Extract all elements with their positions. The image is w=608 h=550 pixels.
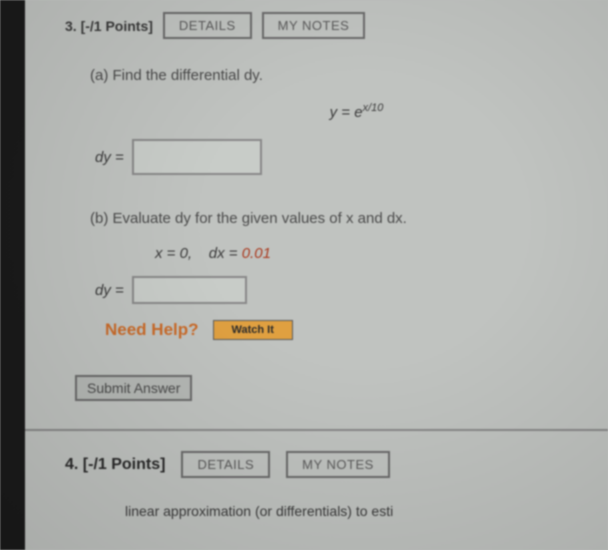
details-button[interactable]: DETAILS bbox=[163, 12, 252, 39]
q4-points-label: 4. [-/1 Points] bbox=[65, 456, 165, 474]
part-b-values: x = 0, dx = 0.01 bbox=[155, 245, 568, 262]
part-a-prompt: (a) Find the differential dy. bbox=[90, 67, 568, 84]
part-a-dy-input[interactable] bbox=[132, 139, 262, 175]
my-notes-button[interactable]: MY NOTES bbox=[262, 12, 366, 39]
submit-answer-button[interactable]: Submit Answer bbox=[75, 375, 192, 401]
dx-value: 0.01 bbox=[242, 245, 271, 262]
details-button[interactable]: DETAILS bbox=[181, 451, 270, 478]
part-a-equation: y = ex/10 bbox=[145, 102, 568, 121]
dy-label: dy = bbox=[95, 282, 124, 299]
watch-it-button[interactable]: Watch It bbox=[213, 320, 293, 340]
dy-label: dy = bbox=[95, 149, 124, 166]
part-a-answer-row: dy = bbox=[95, 139, 568, 175]
points-label: 3. [-/1 Points] bbox=[65, 18, 153, 34]
q4-prompt-fragment: linear approximation (or differentials) … bbox=[125, 503, 568, 519]
need-help-label: Need Help? bbox=[105, 320, 199, 340]
question-4-header: 4. [-/1 Points] DETAILS MY NOTES bbox=[65, 451, 568, 478]
question-divider bbox=[25, 429, 608, 431]
question-3-header: 3. [-/1 Points] DETAILS MY NOTES bbox=[65, 12, 568, 39]
part-b-prompt: (b) Evaluate dy for the given values of … bbox=[90, 210, 568, 227]
part-b-answer-row: dy = bbox=[95, 276, 568, 304]
my-notes-button[interactable]: MY NOTES bbox=[286, 451, 390, 478]
part-b-dy-input[interactable] bbox=[132, 276, 247, 304]
need-help-row: Need Help? Watch It bbox=[105, 320, 568, 340]
